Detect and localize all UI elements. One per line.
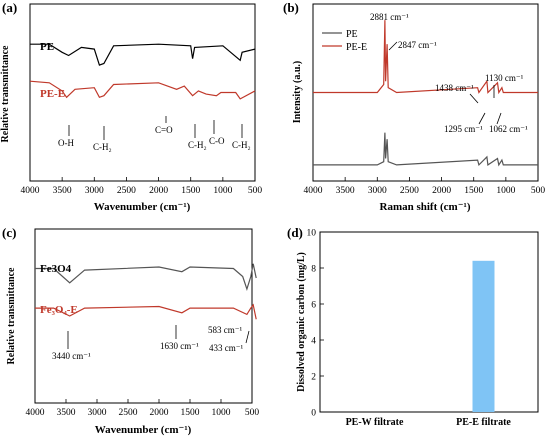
panel-a-x-tick-label: 3000 [85, 186, 104, 196]
panel-d-category-label: PE-E filtrate [456, 417, 511, 428]
panel-b-annotation-1438: 1438 cm⁻¹ [435, 83, 474, 93]
panel-c-x-tick-label: 4000 [26, 408, 45, 418]
panel-c-x-tick-label: 1000 [212, 408, 231, 418]
panel-d-y-tick-label: 6 [311, 301, 316, 311]
panel-c-x-ticks: 4000 3500 3000 2500 2000 1500 1000 500 [26, 399, 260, 418]
panel-c-legend-fe3o4-e: Fe₃O₄-E [40, 304, 78, 316]
panel-b-annotation-2847-arrow [388, 41, 398, 51]
panel-d-y-tick-label: 2 [311, 373, 316, 383]
panel-d-bars [472, 260, 495, 412]
panel-d-label: (d) [287, 225, 303, 240]
panel-c-annotation-1630: 1630 cm⁻¹ [160, 341, 199, 351]
panel-b-x-tick-label: 1500 [464, 186, 483, 196]
panel-a-annotation-c-o: C-O [209, 136, 225, 146]
panel-a-annotation-ch2-2: C-H₂ [188, 140, 207, 150]
panel-d-category-labels: PE-W filtrate PE-E filtrate [346, 417, 512, 428]
panel-b-x-ticks: 4000 3500 3000 2500 2000 1500 1000 500 [304, 177, 546, 196]
panel-b-annotation-1062: 1062 cm⁻¹ [489, 124, 528, 134]
panel-a-legend-pe-e: PE-E [40, 88, 65, 100]
panel-d-bar-1 [472, 260, 495, 412]
panel-c-x-tick-label: 3500 [57, 408, 76, 418]
panel-d-frame [319, 231, 539, 413]
panel-c-x-tick-label: 2500 [119, 408, 138, 418]
panel-b-ylabel: Intensity (a.u.) [292, 61, 303, 124]
panel-a-annotation-oh: O-H [58, 138, 74, 148]
panel-c-ylabel: Relative transmittance [6, 267, 17, 364]
panel-b-annotation-1062-arrow [496, 112, 502, 125]
panel-b-label: (b) [283, 0, 299, 15]
panel-b-x-tick-label: 3000 [368, 186, 387, 196]
panel-c: (c) Relative transmittance Wavenumber (c… [2, 225, 259, 436]
panel-b-series [313, 20, 538, 167]
panel-a-frame [29, 3, 256, 182]
panel-a-x-ticks: 4000 3500 3000 2500 2000 1500 1000 500 [21, 177, 263, 196]
panel-a-label: (a) [2, 0, 17, 15]
panel-c-series [35, 263, 257, 320]
panel-c-label: (c) [2, 225, 16, 240]
panel-d-ylabel: Dissolved organic carbon (mg/L) [296, 252, 307, 392]
panel-d-y-tick-label: 4 [311, 337, 316, 347]
panel-c-x-tick-label: 3000 [88, 408, 107, 418]
panel-d-category-label: PE-W filtrate [346, 417, 404, 428]
panel-b-series-line-1 [313, 20, 538, 95]
panel-a-x-tick-label: 1500 [181, 186, 200, 196]
panel-b-annotation-1295-arrow [478, 112, 486, 125]
panel-c-annotation-433-arrow [245, 330, 250, 344]
panel-b-annotation-1295: 1295 cm⁻¹ [444, 124, 483, 134]
panel-a-series-line-0 [30, 43, 256, 66]
panel-c-x-tick-label: 2000 [150, 408, 169, 418]
panel-b-x-tick-label: 3500 [336, 186, 355, 196]
panel-b-annotation-1438-arrow [469, 93, 479, 104]
panel-a-annotation-ch2-1: C-H₂ [93, 142, 112, 152]
panel-c-x-tick-label: 1500 [181, 408, 200, 418]
panel-a-x-tick-label: 4000 [21, 186, 40, 196]
panel-b-x-tick-label: 1000 [496, 186, 515, 196]
panel-a-annotation-ch2-3: C-H₂ [232, 140, 251, 150]
panel-a-x-tick-label: 2000 [149, 186, 168, 196]
panel-b-x-tick-label: 2500 [400, 186, 419, 196]
panel-a-x-tick-label: 500 [248, 186, 263, 196]
panel-a-x-tick-label: 1000 [213, 186, 232, 196]
panel-c-series-line-1 [35, 303, 257, 320]
panel-c-x-tick-label: 500 [245, 408, 260, 418]
panel-d-y-tick-label: 10 [307, 229, 317, 239]
panel-a-annotation-co: C=O [155, 125, 173, 135]
panel-a-legend-pe: PE [40, 41, 54, 53]
panel-a-x-tick-label: 3500 [53, 186, 72, 196]
panel-d-y-tick-label: 8 [311, 265, 316, 275]
panel-a-x-tick-label: 2500 [117, 186, 136, 196]
panel-b-xlabel: Raman shift (cm⁻¹) [380, 201, 471, 213]
panel-c-frame [34, 228, 253, 404]
panel-c-series-line-0 [35, 263, 257, 292]
panel-c-xlabel: Wavenumber (cm⁻¹) [95, 424, 192, 436]
panel-b-legend-pe: PE [346, 29, 358, 40]
panel-c-annotation-433: 433 cm⁻¹ [209, 343, 243, 353]
panel-d: (d) Dissolved organic carbon (mg/L) 0 2 4 6… [287, 225, 539, 428]
panel-a-xlabel: Wavenumber (cm⁻¹) [94, 201, 191, 213]
panel-b-x-tick-label: 4000 [304, 186, 323, 196]
panel-c-legend-fe3o4: Fe3O4 [40, 263, 72, 275]
panel-a: (a) Relative transmittance Wavenumber (c… [0, 0, 262, 213]
panel-b-annotation-2847: 2847 cm⁻¹ [398, 40, 437, 50]
panel-d-y-tick-label: 0 [311, 409, 316, 419]
panel-a-ylabel: Relative transmittance [0, 45, 11, 142]
panel-b-annotation-1130: 1130 cm⁻¹ [485, 73, 524, 83]
panel-b-legend-pe-e: PE-E [346, 42, 367, 53]
panel-b-series-line-0 [313, 132, 538, 167]
panel-c-annotation-583: 583 cm⁻¹ [208, 325, 242, 335]
panel-b-annotation-2881: 2881 cm⁻¹ [370, 12, 409, 22]
panel-b-x-tick-label: 500 [531, 186, 546, 196]
panel-b-x-tick-label: 2000 [432, 186, 451, 196]
panel-a-series [29, 43, 256, 100]
panel-c-annotation-3440: 3440 cm⁻¹ [52, 351, 91, 361]
panel-b: (b) Intensity (a.u.) Raman shift (cm⁻¹) … [283, 0, 545, 213]
panel-d-y-ticks: 0 2 4 6 8 10 [307, 229, 324, 419]
panel-a-series-line-1 [29, 80, 256, 100]
